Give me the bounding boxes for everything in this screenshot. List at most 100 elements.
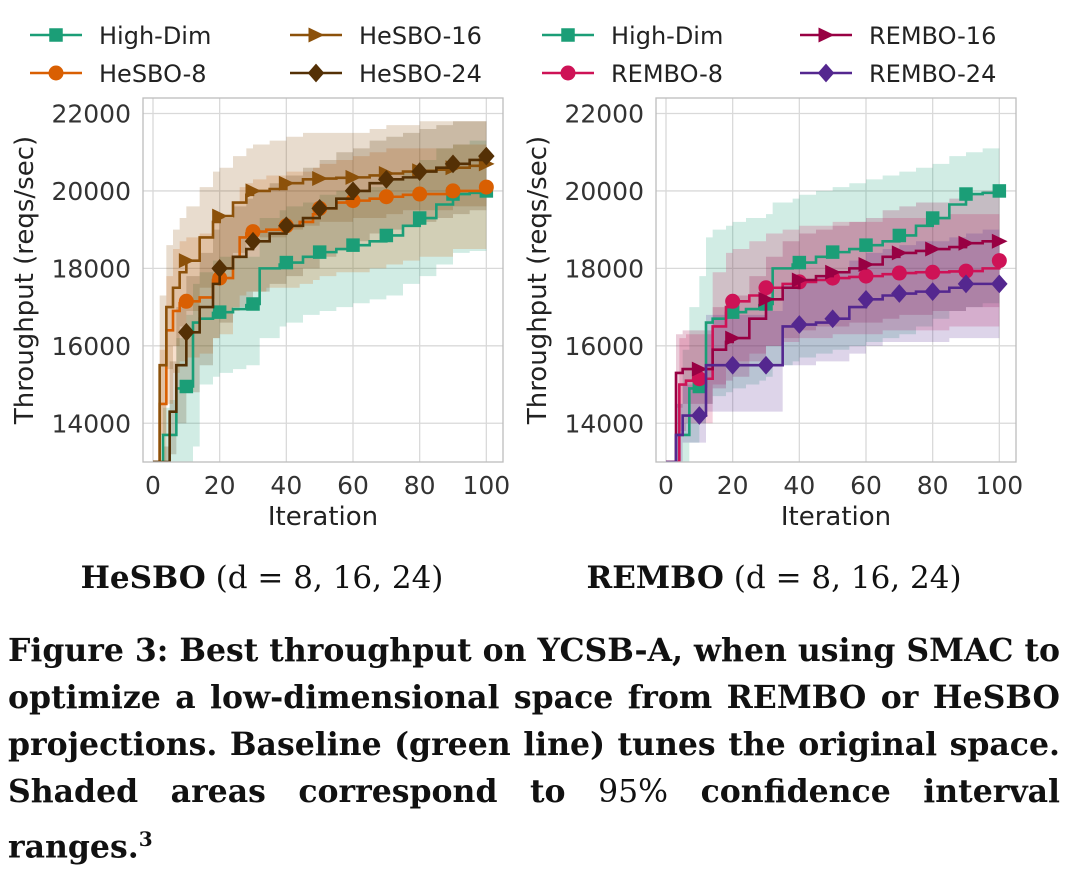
data-point-REMBO-24 (991, 274, 1008, 294)
data-point-REMBO-8 (925, 264, 941, 280)
figure-caption: Figure 3: Best throughput on YCSB-A, whe… (8, 627, 1060, 871)
data-point-REMBO-16 (858, 257, 875, 273)
data-point-REMBO-24 (791, 315, 808, 334)
y-axis-label: Throughput (reqs/sec) (523, 136, 553, 425)
rembo-subcaption-title: REMBO (586, 560, 724, 596)
x-tick-label: 100 (975, 471, 1023, 500)
data-point-REMBO-8 (991, 253, 1007, 269)
legend-label: High-Dim (99, 22, 211, 50)
legend-label: REMBO-24 (869, 60, 996, 88)
data-point-REMBO-16 (991, 233, 1008, 249)
legend-marker (49, 28, 63, 42)
data-point-REMBO-8 (758, 280, 774, 296)
legend-item: REMBO-16 (800, 22, 996, 50)
legend-marker (817, 63, 835, 83)
x-axis-label: Iteration (268, 502, 378, 532)
data-point-HeSBO-24 (311, 198, 328, 218)
legend-item: REMBO-8 (542, 60, 723, 88)
data-point-HeSBO-8 (445, 183, 461, 199)
data-point-High-Dim (892, 228, 907, 243)
data-point-REMBO-24 (691, 406, 708, 425)
data-point-High-Dim (279, 255, 294, 270)
legend: High-Dim REMBO-16 REMBO-8 REMBO-24 (542, 22, 996, 88)
caption-text: Best throughput on YCSB-A, when using SM… (8, 632, 1061, 810)
data-point-REMBO-16 (925, 241, 941, 257)
data-point-REMBO-24 (924, 282, 941, 301)
data-point-REMBO-8 (891, 265, 907, 281)
legend-label: REMBO-16 (869, 22, 996, 50)
data-point-HeSBO-16 (212, 208, 228, 224)
data-point-High-Dim (312, 245, 327, 259)
data-point-HeSBO-24 (211, 259, 228, 278)
data-point-High-Dim (346, 238, 360, 252)
data-point-High-Dim (825, 245, 840, 259)
confidence-band-HeSBO-8 (153, 140, 487, 462)
rembo-subcaption-params: (d = 8, 16, 24) (733, 560, 962, 596)
data-point-High-Dim (959, 187, 973, 201)
x-tick-label: 40 (270, 471, 302, 500)
data-point-REMBO-16 (791, 272, 808, 288)
plot-frame (142, 97, 504, 463)
footnote-mark: 3 (138, 827, 153, 851)
legend-marker (818, 27, 835, 43)
hesbo-panel: 0 20 40 60 80 100 14000 16000 18000 20000 22000 Ite… (10, 22, 510, 532)
x-tick-label: 20 (204, 471, 236, 500)
legend-marker (560, 65, 576, 81)
x-tick-label: 80 (917, 471, 949, 500)
data-point-HeSBO-16 (345, 169, 362, 185)
rembo-panel: 0 20 40 60 80 100 14000 16000 18000 20000 22000 Ite… (523, 22, 1023, 532)
data-point-HeSBO-16 (312, 171, 328, 187)
data-point-HeSBO-16 (278, 175, 295, 191)
figure-canvas: 0 20 40 60 80 100 14000 16000 18000 20000 22000 Ite… (10, 22, 1023, 532)
data-point-REMBO-24 (957, 274, 975, 294)
legend-label: HeSBO-24 (359, 60, 482, 88)
y-tick-label: 18000 (564, 254, 644, 283)
x-tick-label: 40 (783, 471, 815, 500)
data-point-High-Dim (179, 379, 194, 394)
data-point-HeSBO-16 (178, 253, 195, 269)
data-point-HeSBO-24 (478, 146, 495, 166)
legend-item: High-Dim (542, 22, 723, 50)
data-point-HeSBO-24 (278, 216, 295, 236)
y-tick-label: 22000 (564, 99, 644, 128)
data-point-High-Dim (925, 211, 940, 225)
x-tick-label: 0 (658, 471, 674, 500)
data-point-REMBO-16 (758, 291, 775, 307)
data-point-High-Dim (379, 228, 394, 243)
data-point-REMBO-8 (691, 371, 707, 387)
plot-frame (655, 97, 1017, 463)
y-tick-label: 22000 (51, 99, 131, 128)
data-point-REMBO-24 (757, 355, 775, 375)
y-tick-label: 16000 (51, 332, 131, 361)
data-point-High-Dim (725, 305, 740, 319)
confidence-band-REMBO-24 (666, 225, 1000, 462)
data-point-HeSBO-24 (378, 169, 395, 189)
data-point-High-Dim (412, 211, 427, 225)
y-tick-label: 20000 (564, 177, 644, 206)
data-point-HeSBO-8 (245, 224, 261, 240)
data-point-REMBO-24 (824, 309, 841, 329)
plot-area (153, 117, 495, 462)
legend-marker (308, 27, 325, 43)
data-point-REMBO-16 (891, 245, 908, 261)
plot-area (666, 148, 1008, 462)
legend-marker (561, 28, 575, 42)
data-point-High-Dim (992, 184, 1007, 198)
y-tick-label: 20000 (51, 177, 131, 206)
figure-number: Figure 3: (8, 632, 169, 669)
data-point-REMBO-8 (725, 293, 741, 309)
legend-marker (307, 63, 325, 83)
hesbo-subcaption: HeSBO (d = 8, 16, 24) (12, 560, 512, 596)
legend-item: HeSBO-24 (290, 60, 482, 88)
caption-percent: 95% (598, 774, 669, 810)
data-point-REMBO-24 (891, 284, 908, 303)
data-point-REMBO-24 (857, 289, 875, 309)
data-point-HeSBO-8 (478, 179, 494, 195)
confidence-band-High-Dim (153, 138, 487, 462)
data-point-HeSBO-24 (244, 231, 262, 251)
data-point-REMBO-8 (958, 263, 974, 279)
y-tick-label: 16000 (564, 332, 644, 361)
legend-label: High-Dim (611, 22, 723, 50)
x-tick-label: 100 (462, 471, 510, 500)
legend-item: HeSBO-8 (30, 60, 207, 88)
